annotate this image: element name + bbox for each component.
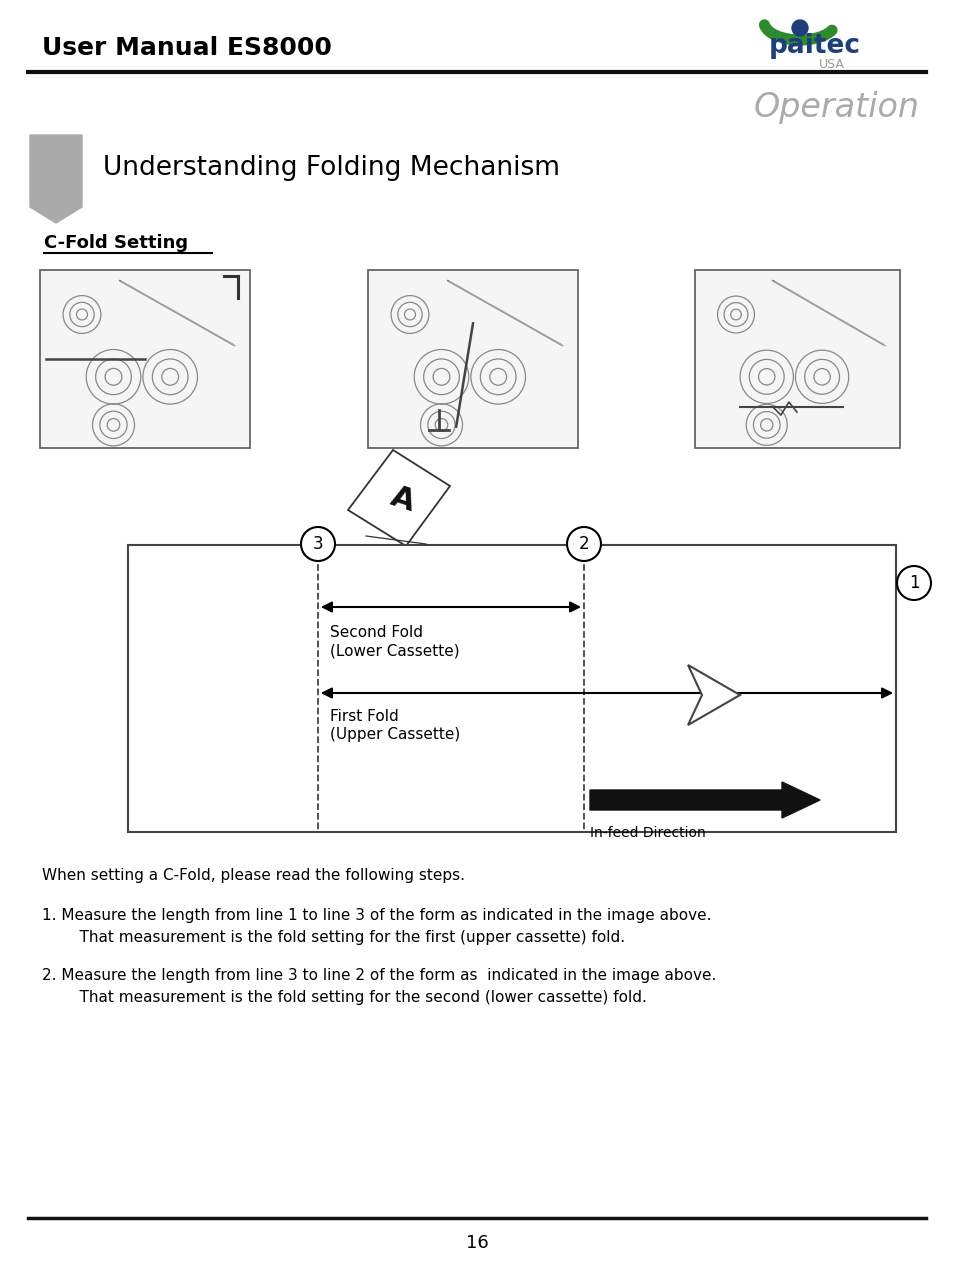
FancyArrow shape (589, 782, 820, 818)
Text: Second Fold: Second Fold (330, 625, 422, 640)
Text: That measurement is the fold setting for the first (upper cassette) fold.: That measurement is the fold setting for… (60, 930, 624, 945)
Text: 2. Measure the length from line 3 to line 2 of the form as  indicated in the ima: 2. Measure the length from line 3 to lin… (42, 968, 716, 983)
Circle shape (791, 20, 807, 36)
Text: User Manual ES8000: User Manual ES8000 (42, 36, 332, 60)
Text: 1. Measure the length from line 1 to line 3 of the form as indicated in the imag: 1. Measure the length from line 1 to lin… (42, 908, 711, 923)
Text: That measurement is the fold setting for the second (lower cassette) fold.: That measurement is the fold setting for… (60, 990, 646, 1005)
Text: (Upper Cassette): (Upper Cassette) (330, 728, 459, 742)
Polygon shape (687, 665, 740, 725)
Text: A: A (387, 482, 418, 518)
Text: Operation: Operation (753, 92, 919, 125)
Text: 2: 2 (578, 536, 589, 553)
Text: Understanding Folding Mechanism: Understanding Folding Mechanism (103, 155, 559, 181)
Text: 3: 3 (313, 536, 323, 553)
Text: C-Fold Setting: C-Fold Setting (44, 234, 188, 252)
Bar (368, 270, 578, 448)
Circle shape (896, 566, 930, 600)
Bar (128, 544, 895, 832)
Text: 1: 1 (908, 574, 919, 591)
Text: In-feed Direction: In-feed Direction (589, 826, 705, 840)
Bar (695, 270, 899, 448)
Text: USA: USA (819, 57, 844, 70)
Polygon shape (348, 450, 450, 546)
Text: (Lower Cassette): (Lower Cassette) (330, 644, 459, 658)
Circle shape (301, 527, 335, 561)
Text: paitec: paitec (768, 33, 861, 59)
Bar (40, 270, 250, 448)
Circle shape (566, 527, 600, 561)
Text: First Fold: First Fold (330, 709, 398, 724)
Text: When setting a C-Fold, please read the following steps.: When setting a C-Fold, please read the f… (42, 868, 464, 883)
Text: 16: 16 (465, 1234, 488, 1252)
Polygon shape (30, 135, 82, 223)
